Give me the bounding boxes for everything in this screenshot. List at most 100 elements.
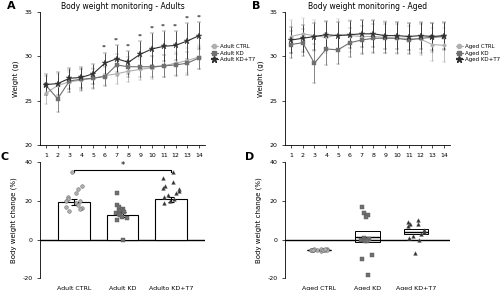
Point (175, 187, 183, 192)
Title: Body weight monitoring - Adults: Body weight monitoring - Adults (60, 2, 184, 11)
Point (361, 238, 369, 243)
Y-axis label: Body weight change (%): Body weight change (%) (255, 177, 262, 263)
Bar (156, 199, 187, 240)
Point (364, 212, 372, 217)
Point (313, 248, 321, 253)
Point (172, 191, 180, 196)
Point (166, 199, 174, 203)
Text: **: ** (102, 45, 108, 50)
Text: **: ** (173, 23, 178, 28)
Point (418, 232, 426, 236)
Point (368, 253, 376, 258)
Point (360, 235, 368, 240)
Point (74, 203, 82, 207)
Point (309, 247, 317, 252)
Text: **: ** (138, 33, 142, 38)
Point (115, 211, 123, 216)
Point (113, 191, 121, 196)
Point (164, 193, 172, 197)
Point (112, 210, 120, 215)
Point (160, 201, 168, 205)
Point (411, 251, 419, 255)
Text: **: ** (150, 25, 154, 30)
Point (116, 212, 124, 217)
Point (366, 236, 374, 241)
Text: A: A (7, 1, 16, 11)
Point (115, 204, 123, 209)
Point (404, 220, 412, 225)
Legend: Adult CTRL, Adult KD, Adult KD+T7: Adult CTRL, Adult KD, Adult KD+T7 (211, 44, 255, 62)
Point (318, 248, 326, 253)
Point (321, 247, 329, 251)
Point (420, 230, 428, 234)
Point (310, 247, 318, 252)
Point (115, 209, 123, 213)
Y-axis label: Weight (g): Weight (g) (258, 60, 264, 97)
Bar (58, 202, 90, 240)
Point (160, 185, 168, 190)
Point (405, 235, 413, 240)
Y-axis label: Weight (g): Weight (g) (12, 60, 19, 97)
Point (414, 222, 422, 226)
Text: *: * (120, 161, 124, 170)
Point (68, 170, 76, 174)
Point (404, 224, 412, 229)
X-axis label: Weeks: Weeks (111, 163, 134, 169)
Text: D: D (246, 152, 254, 162)
Point (62, 199, 70, 203)
Point (415, 238, 423, 242)
Bar (106, 215, 138, 240)
Point (159, 175, 167, 180)
Point (316, 247, 324, 252)
Point (74, 187, 82, 192)
Point (76, 199, 84, 203)
Point (118, 207, 126, 212)
Point (406, 222, 414, 226)
Point (78, 206, 86, 210)
Point (358, 204, 366, 209)
Point (362, 238, 370, 243)
Point (308, 248, 316, 253)
X-axis label: Weeks: Weeks (356, 163, 379, 169)
Point (323, 247, 331, 252)
Point (120, 209, 128, 214)
Point (414, 218, 422, 223)
Point (65, 209, 73, 213)
Bar (356, 231, 380, 242)
Point (124, 216, 132, 221)
Text: **: ** (196, 14, 202, 20)
Point (160, 195, 168, 200)
Legend: Aged CTRL, Aged KD, Aged KD+T7: Aged CTRL, Aged KD, Aged KD+T7 (456, 44, 500, 62)
Point (316, 249, 324, 253)
Point (113, 203, 121, 207)
Point (310, 247, 318, 252)
Point (408, 233, 416, 238)
Text: **: ** (126, 43, 131, 48)
Point (72, 191, 80, 196)
Point (114, 218, 122, 223)
Text: **: ** (114, 38, 119, 43)
Point (162, 183, 170, 188)
Text: **: ** (161, 23, 166, 28)
Text: C: C (0, 152, 8, 162)
Point (358, 257, 366, 261)
Point (119, 206, 127, 211)
Point (76, 206, 84, 211)
Point (168, 170, 176, 174)
Point (364, 272, 372, 277)
Point (62, 204, 70, 209)
Point (309, 248, 317, 252)
Point (360, 238, 368, 242)
Point (319, 247, 327, 252)
Point (72, 201, 80, 205)
Point (169, 180, 177, 184)
Y-axis label: Body weight change (%): Body weight change (%) (10, 177, 16, 263)
Point (64, 197, 72, 202)
Point (357, 238, 365, 242)
Bar (404, 229, 428, 234)
Text: B: B (252, 1, 260, 11)
Point (175, 189, 183, 194)
Point (322, 247, 330, 252)
Text: **: ** (185, 15, 190, 21)
Point (118, 214, 126, 219)
